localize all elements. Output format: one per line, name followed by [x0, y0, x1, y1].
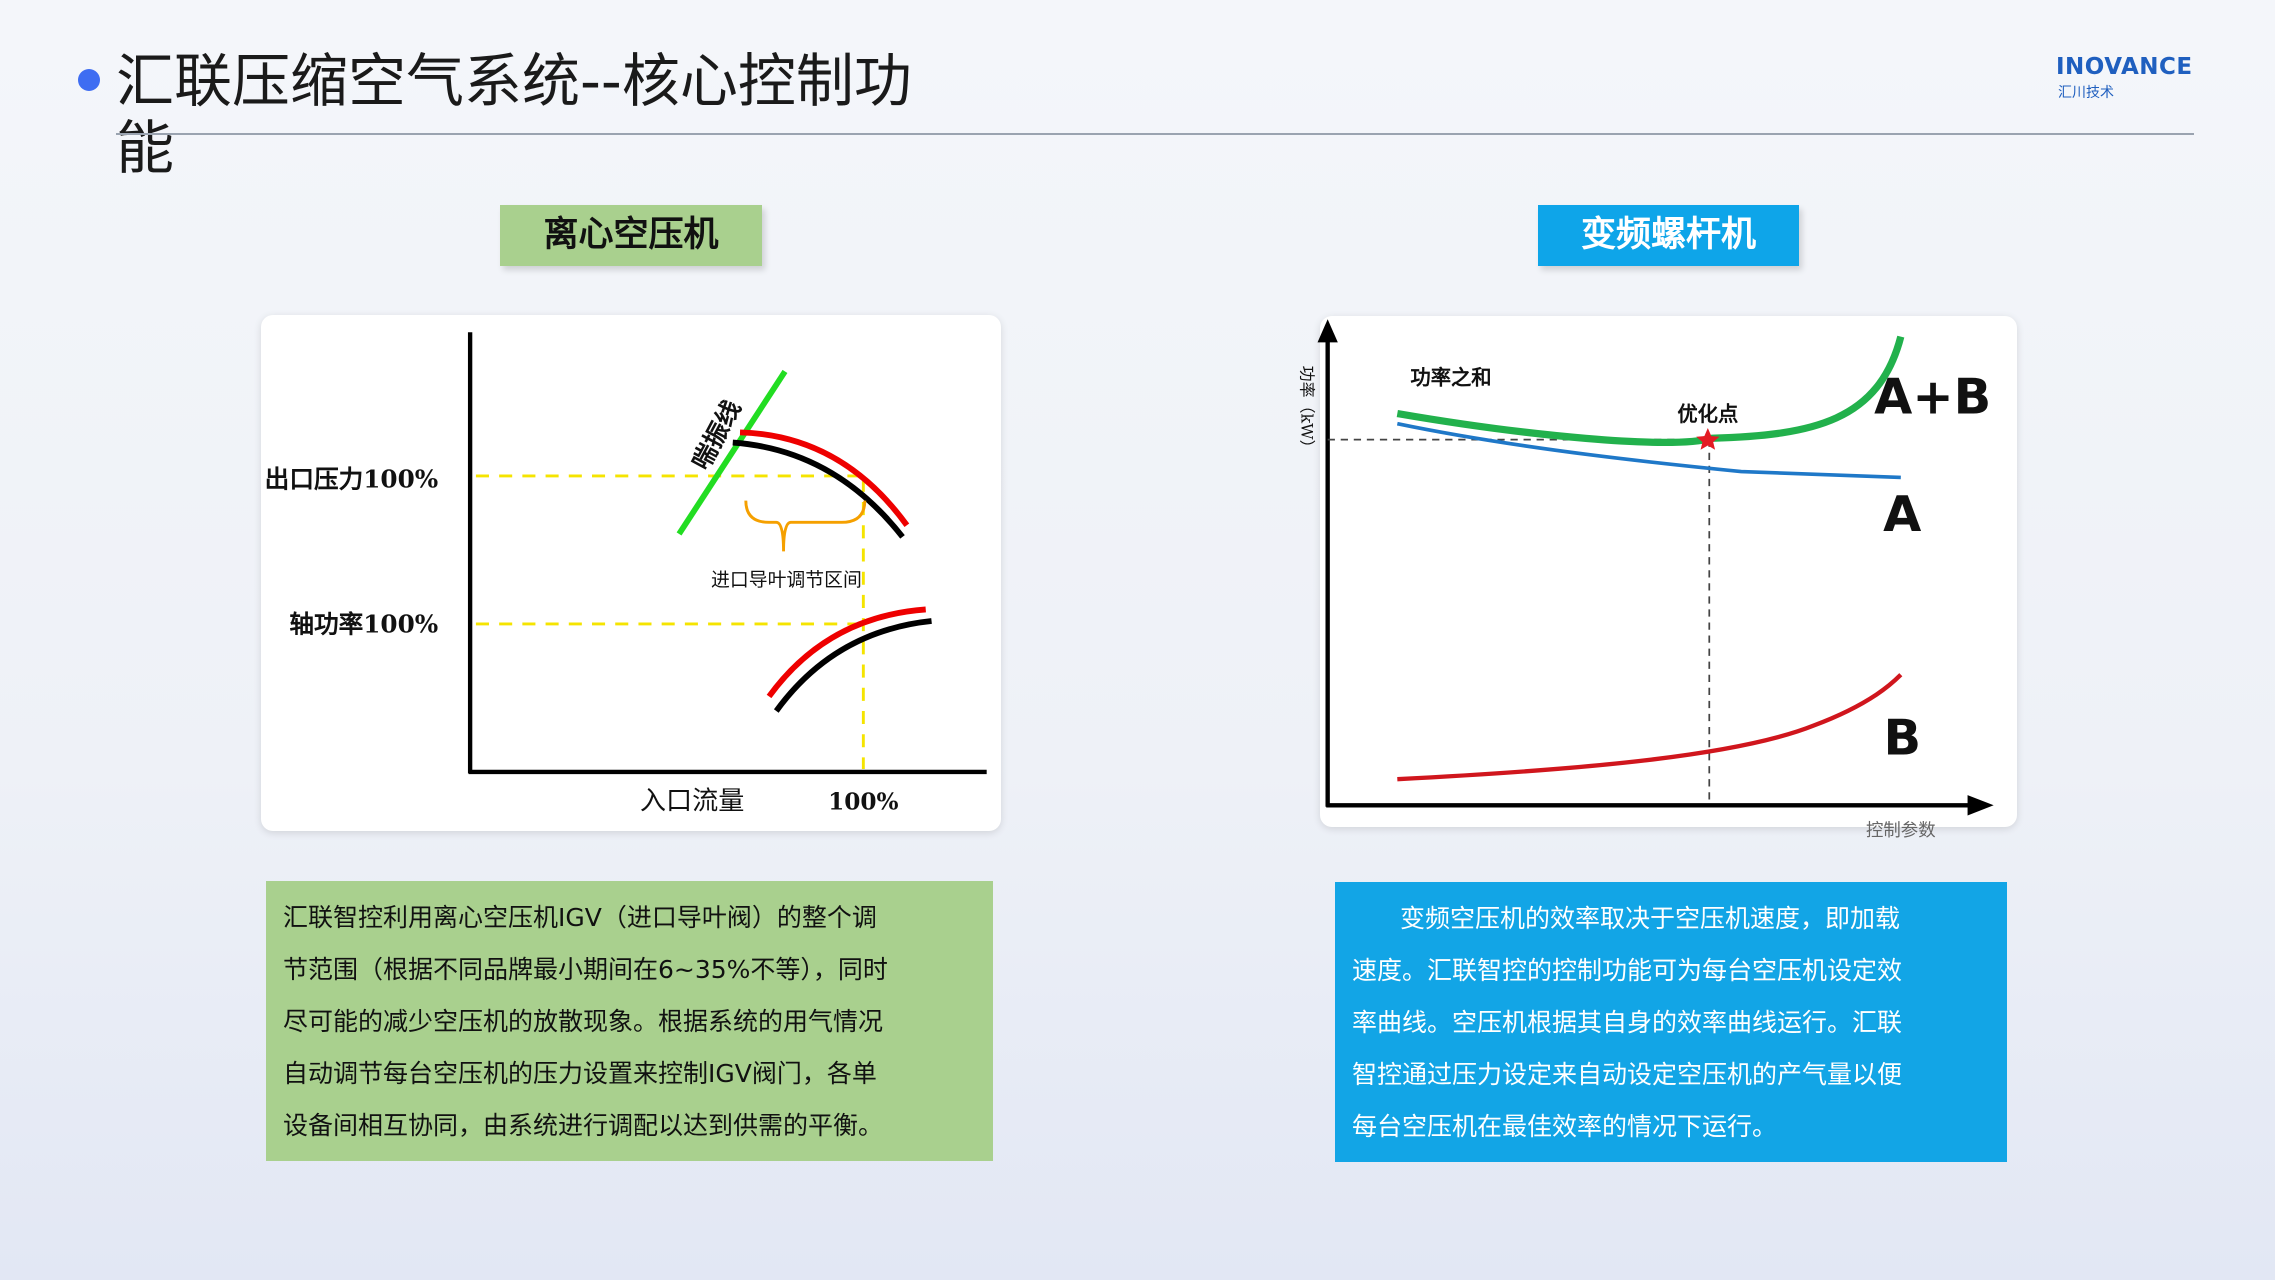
arrow [1317, 319, 1338, 343]
description-line: 自动调节每台空压机的压力设置来控制IGV阀门，各单 [283, 1059, 877, 1088]
description-line: 智控通过压力设定来自动设定空压机的产气量以便 [1352, 1060, 1903, 1089]
label: 轴功率100% [289, 610, 438, 639]
bullet [78, 69, 100, 91]
label: A+B [1874, 368, 1991, 426]
title-rule [116, 133, 2194, 135]
right-description: 变频空压机的效率取决于空压机速度，即加载速度。汇联智控的控制功能可为每台空压机设… [1335, 882, 2007, 1162]
label: B [1883, 709, 1921, 767]
curve [739, 429, 910, 527]
label: 优化点 [1677, 402, 1738, 426]
surge-line [676, 369, 788, 536]
curve [732, 439, 905, 539]
curve [766, 606, 926, 699]
left-diagram [467, 332, 987, 775]
curve-b [1397, 673, 1903, 782]
description-line: 汇联智控利用离心空压机IGV（进口导叶阀）的整个调 [283, 903, 877, 932]
logo: INOVANCE [2056, 54, 2193, 80]
brace [744, 500, 867, 552]
label: 功率之和 [1410, 366, 1491, 390]
left-description: 汇联智控利用离心空压机IGV（进口导叶阀）的整个调 节范围（根据不同品牌最小期间在… [266, 881, 993, 1161]
left-label: 离心空压机 [500, 205, 762, 266]
right-diagram [1317, 319, 1994, 816]
label: 出口压力100% [265, 465, 439, 494]
label: 喘振线 [686, 395, 746, 474]
label: 功率（kW） [1298, 366, 1317, 456]
right-label: 变频螺杆机 [1538, 205, 1799, 266]
label: 控制参数 [1866, 821, 1936, 841]
description-line: 设备间相互协同，由系统进行调配以达到供需的平衡。 [283, 1111, 884, 1140]
left-panel [261, 315, 1001, 831]
right-panel [1320, 316, 2017, 827]
description-line: 变频空压机的效率取决于空压机速度，即加载 [1400, 904, 1901, 933]
description-line: 节范围（根据不同品牌最小期间在6~35%不等），同时 [283, 955, 888, 984]
optimum-star [1696, 428, 1720, 450]
label: 入口流量 [640, 787, 744, 817]
description-line: 尽可能的减少空压机的放散现象。根据系统的用气情况 [283, 1007, 884, 1036]
description-line: 速度。汇联智控的控制功能可为每台空压机设定效 [1352, 956, 1903, 985]
label: 进口导叶调节区间 [711, 569, 862, 591]
description-line: 每台空压机在最佳效率的情况下运行。 [1352, 1112, 1778, 1141]
description-line: 率曲线。空压机根据其自身的效率曲线运行。汇联 [1352, 1008, 1903, 1037]
label: A [1883, 485, 1921, 543]
arrow [1967, 795, 1994, 816]
curve [773, 618, 932, 713]
label: 100% [828, 789, 898, 816]
logo-sub: 汇川技术 [2058, 85, 2114, 101]
title: 汇联压缩空气系统--核心控制功能 [116, 47, 912, 182]
curve-a [1396, 421, 1901, 480]
